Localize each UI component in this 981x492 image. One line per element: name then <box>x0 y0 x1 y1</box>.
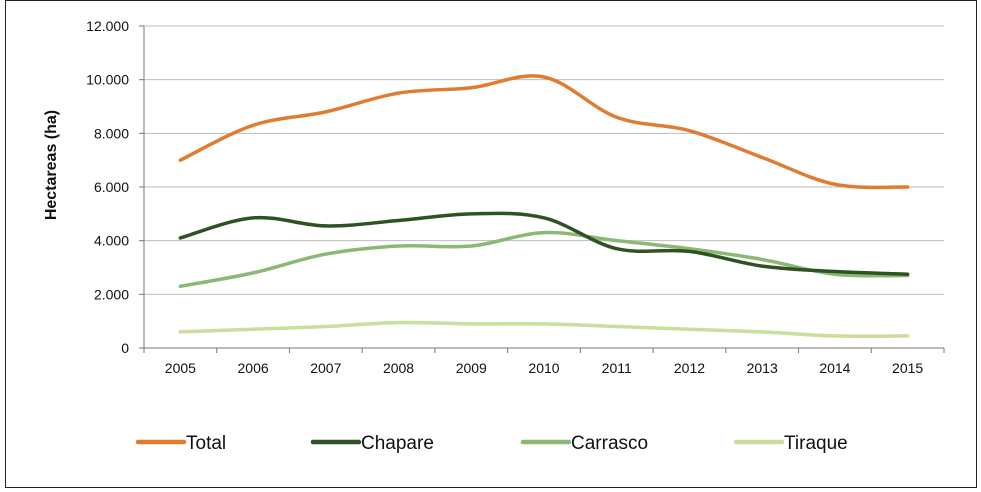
y-tick-label: 0 <box>121 340 129 356</box>
y-tick-labels: 0 2.000 4.000 6.000 8.000 10.000 12.000 <box>86 18 144 356</box>
x-tick-label: 2011 <box>602 360 632 376</box>
legend-label-total: Total <box>186 433 226 454</box>
y-tick-label: 12.000 <box>86 18 129 34</box>
legend-label-chapare: Chapare <box>361 433 434 454</box>
legend-label-carrasco: Carrasco <box>571 433 648 454</box>
y-tick-label: 10.000 <box>86 72 129 88</box>
x-tick-label: 2015 <box>892 360 923 376</box>
series-lines <box>178 74 910 338</box>
x-tick-label: 2013 <box>747 360 778 376</box>
x-tick-label: 2014 <box>819 360 850 376</box>
series-line-total <box>178 74 910 190</box>
gridlines <box>144 25 944 295</box>
legend-label-tiraque: Tiraque <box>784 433 848 454</box>
x-tick-label: 2010 <box>528 360 559 376</box>
series-line-carrasco <box>178 230 910 289</box>
x-tick-label: 2008 <box>383 360 414 376</box>
x-tick-label: 2005 <box>165 360 196 376</box>
y-axis-label: Hectareas (ha) <box>43 110 60 220</box>
legend: Total Chapare Carrasco Tiraque <box>135 433 848 454</box>
x-tick-label: 2012 <box>674 360 705 376</box>
x-tick-label: 2007 <box>310 360 341 376</box>
y-tick-label: 8.000 <box>94 125 129 141</box>
y-tick-label: 6.000 <box>94 179 129 195</box>
series-line-chapare <box>178 211 910 276</box>
x-tick-label: 2009 <box>456 360 487 376</box>
y-tick-label: 2.000 <box>94 286 129 302</box>
y-tick-label: 4.000 <box>94 233 129 249</box>
x-tick-labels: 2005 2006 2007 2008 2009 2010 2011 2012 2013 2014… <box>143 348 945 376</box>
x-tick-label: 2006 <box>238 360 269 376</box>
chart-frame: 0 2.000 4.000 6.000 8.000 10.000 12.000 2005 20… <box>5 0 977 488</box>
series-line-tiraque <box>178 320 910 338</box>
